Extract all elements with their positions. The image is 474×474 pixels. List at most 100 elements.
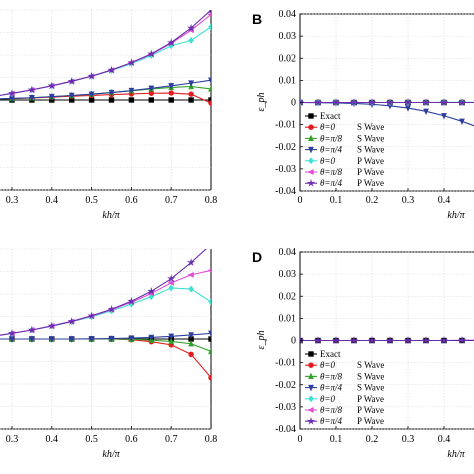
legend-wave-type: S Wave (357, 360, 384, 370)
legend-angle: θ=0 (320, 394, 335, 404)
panel-d-y-tick-label: 0.02 (279, 291, 297, 302)
panel-b-letter: B (252, 11, 262, 27)
legend-angle: θ=π/4 (320, 416, 343, 426)
panel-bottom-left-data-point (167, 274, 176, 283)
panel-b-data-point (441, 113, 447, 120)
panel-top-left-data-point (208, 77, 211, 84)
legend-angle: θ=π/8 (320, 133, 343, 143)
panel-bottom-left-data-point (208, 336, 211, 342)
panel-d-data-point (385, 336, 395, 345)
panel-b-data-point (459, 118, 465, 126)
legend-swatch-marker (307, 169, 314, 175)
panel-top-left: 0.3 0.4 0.5 0.6 0.7 0.8 kh/π (0, 9, 217, 221)
panel-d-data-point (421, 336, 431, 345)
panel-d-series (300, 335, 474, 345)
panel-b-y-tick-label: 0 (291, 98, 296, 109)
panel-top-left-x-tick-label: 0.4 (46, 195, 59, 206)
panel-b-x-label: kh/π (447, 210, 465, 221)
panel-top-left-data-point (208, 23, 211, 31)
panel-b-x-tick-label: 0.3 (402, 195, 415, 206)
panel-bottom-left-series-line (0, 269, 211, 336)
legend-label: θ=π/8 S Wave (320, 371, 384, 381)
legend-swatch-marker (308, 113, 314, 119)
legend-entry: θ=π/4 S Wave (305, 145, 384, 155)
panel-bottom-left-data-point (208, 330, 211, 338)
legend-wave-type: P Wave (357, 167, 384, 177)
panel-d-y-tick-label: -0.03 (275, 402, 296, 413)
panel-top-left-x-tick-label: 0.3 (6, 195, 19, 206)
legend-label: θ=0 S Wave (320, 360, 384, 370)
panel-b-data-point (313, 98, 323, 107)
legend-entry: θ=π/4 P Wave (305, 178, 384, 188)
legend-label: θ=π/8 S Wave (320, 133, 384, 143)
panel-bottom-left-data-point (168, 333, 175, 341)
panel-top-left-data-point (147, 49, 156, 58)
panel-d-data-point (313, 336, 323, 345)
panel-top-left-data-point (68, 92, 75, 100)
legend-angle: θ=π/8 (320, 371, 343, 381)
legend-label: Exact (320, 111, 341, 121)
panel-d-y-tick-label: 0.01 (279, 313, 297, 324)
legend-swatch-marker (306, 416, 316, 425)
panel-b-x-tick-label: 0.1 (330, 195, 343, 206)
panel-b-y-tick-label: -0.03 (275, 164, 296, 175)
panel-bottom-left-data-point (88, 336, 95, 343)
panel-top-left-data-point (88, 97, 95, 103)
panel-top-left-data-point (188, 80, 194, 87)
panel-d: D 0 0.1 0.2 0.3 0.4 0.04 0.03 0.02 0.01 0 -0.01 -0… (252, 247, 474, 460)
panel-top-left-data-point (188, 97, 194, 103)
legend-swatch-marker (308, 395, 314, 403)
legend-label: θ=π/8 P Wave (320, 167, 384, 177)
legend-wave-type: S Wave (357, 371, 384, 381)
legend-angle: θ=0 (320, 122, 335, 132)
legend-swatch-marker (308, 384, 314, 392)
legend-swatch-marker (308, 134, 314, 142)
panel-bottom-left-data-point (107, 304, 116, 313)
panel-bottom-left-x-ticks: 0.3 0.4 0.5 0.6 0.7 0.8 (6, 426, 218, 445)
panel-top-left-data-point (127, 58, 136, 67)
legend-entry: θ=π/8 P Wave (305, 405, 384, 415)
panel-top-left-data-point (148, 85, 155, 93)
legend-swatch-marker (308, 146, 314, 154)
panel-top-left-data-point (7, 89, 17, 97)
legend-wave-type: P Wave (357, 178, 384, 188)
panel-bottom-left-series-3 (0, 330, 211, 343)
panel-d-y-tick-label: -0.01 (275, 358, 296, 369)
legend-entry: θ=π/8 P Wave (305, 167, 384, 177)
panel-bottom-left-data-point (186, 258, 196, 267)
panel-d-x-tick-label: 0.4 (438, 434, 451, 445)
panel-d-x-tick-label: 0 (298, 434, 303, 445)
panel-bottom-left-data-point (29, 336, 35, 343)
panel-d-data-point (439, 336, 449, 345)
panel-top-left-data-point (208, 85, 211, 92)
panel-b-series-3 (300, 98, 474, 107)
panel-top-left-data-point (128, 97, 135, 103)
panel-top-left-x-ticks: 0.3 0.4 0.5 0.6 0.7 0.8 (6, 187, 217, 206)
legend-label: θ=0 S Wave (320, 122, 384, 132)
legend-entry: θ=0 S Wave (305, 122, 384, 132)
panel-bottom-left-data-point (208, 347, 211, 355)
panel-d-x-tick-label: 0.2 (366, 434, 379, 445)
legend-label: θ=π/4 S Wave (320, 383, 384, 393)
legend-angle: θ=π/8 (320, 405, 343, 415)
panel-top-left-series-3 (0, 77, 211, 103)
panel-d-data-point (457, 335, 467, 344)
panel-b-x-ticks: 0 0.1 0.2 0.3 0.4 (298, 188, 450, 206)
panel-d-y-tick-label: 0.04 (279, 247, 297, 258)
panel-d-y-ticks: 0.04 0.03 0.02 0.01 0 -0.01 -0.02 -0.03 -0.04 (275, 247, 303, 435)
legend-wave-type: P Wave (357, 416, 384, 426)
panel-top-left-x-tick-label: 0.6 (125, 195, 138, 206)
panel-top-left-data-point (207, 12, 211, 17)
legend-wave-type: P Wave (357, 394, 384, 404)
panel-d-x-ticks: 0 0.1 0.2 0.3 0.4 (298, 426, 451, 445)
panel-top-left-data-point (108, 89, 115, 97)
panel-bottom-left-x-tick-label: 0.8 (205, 434, 218, 445)
legend-wave-type: S Wave (357, 133, 384, 143)
panel-bottom-left-series (0, 249, 211, 381)
legend-swatch-marker (308, 372, 314, 380)
panel-bottom-left-series-line (0, 338, 211, 379)
legend-angle: θ=π/4 (320, 145, 343, 155)
